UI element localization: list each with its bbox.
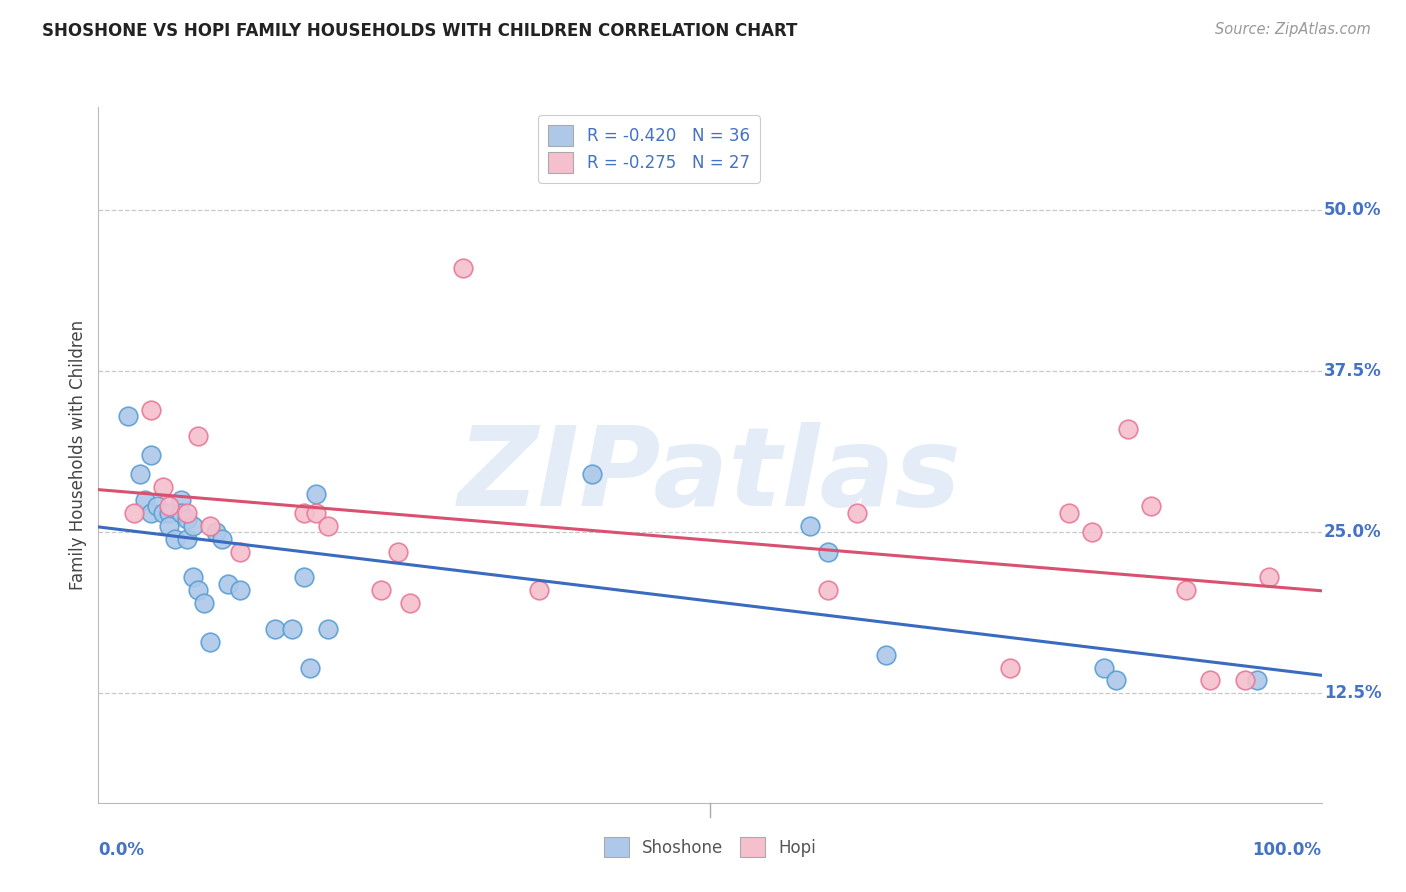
Point	[193, 596, 215, 610]
Point	[211, 532, 233, 546]
Point	[451, 261, 474, 276]
Point	[292, 506, 315, 520]
Text: 12.5%: 12.5%	[1324, 684, 1382, 702]
Point	[998, 660, 1021, 674]
Text: 25.0%: 25.0%	[1324, 524, 1382, 541]
Point	[305, 486, 328, 500]
Point	[228, 583, 250, 598]
Point	[1199, 673, 1222, 688]
Point	[134, 493, 156, 508]
Point	[187, 428, 209, 442]
Point	[817, 544, 839, 558]
Point	[170, 493, 193, 508]
Point	[1234, 673, 1257, 688]
Point	[581, 467, 603, 482]
Point	[157, 500, 180, 514]
Point	[205, 525, 228, 540]
Point	[187, 583, 209, 598]
Point	[263, 622, 285, 636]
Point	[1057, 506, 1080, 520]
Point	[1257, 570, 1279, 584]
Point	[316, 518, 339, 533]
Point	[181, 570, 204, 584]
Point	[146, 500, 169, 514]
Point	[181, 518, 204, 533]
Point	[176, 506, 198, 520]
Point	[122, 506, 145, 520]
Point	[176, 512, 198, 526]
Point	[141, 402, 163, 417]
Point	[157, 518, 180, 533]
Point	[370, 583, 392, 598]
Point	[387, 544, 409, 558]
Point	[281, 622, 304, 636]
Point	[305, 506, 328, 520]
Point	[1116, 422, 1139, 436]
Text: 0.0%: 0.0%	[98, 841, 145, 859]
Point	[799, 518, 821, 533]
Text: 37.5%: 37.5%	[1324, 362, 1382, 380]
Point	[1246, 673, 1268, 688]
Point	[152, 480, 174, 494]
Point	[817, 583, 839, 598]
Point	[128, 467, 150, 482]
Text: 100.0%: 100.0%	[1253, 841, 1322, 859]
Text: ZIPatlas: ZIPatlas	[458, 422, 962, 529]
Point	[152, 506, 174, 520]
Point	[1081, 525, 1104, 540]
Y-axis label: Family Households with Children: Family Households with Children	[69, 320, 87, 590]
Point	[157, 506, 180, 520]
Point	[141, 506, 163, 520]
Point	[1175, 583, 1198, 598]
Point	[228, 544, 250, 558]
Point	[292, 570, 315, 584]
Point	[141, 448, 163, 462]
Point	[299, 660, 322, 674]
Point	[1092, 660, 1115, 674]
Point	[316, 622, 339, 636]
Point	[117, 409, 139, 424]
Point	[170, 506, 193, 520]
Point	[217, 576, 239, 591]
Point	[176, 532, 198, 546]
Legend: Shoshone, Hopi: Shoshone, Hopi	[598, 830, 823, 864]
Point	[1105, 673, 1128, 688]
Point	[846, 506, 869, 520]
Point	[875, 648, 897, 662]
Point	[198, 518, 221, 533]
Text: Source: ZipAtlas.com: Source: ZipAtlas.com	[1215, 22, 1371, 37]
Point	[529, 583, 551, 598]
Text: 50.0%: 50.0%	[1324, 201, 1382, 219]
Text: SHOSHONE VS HOPI FAMILY HOUSEHOLDS WITH CHILDREN CORRELATION CHART: SHOSHONE VS HOPI FAMILY HOUSEHOLDS WITH …	[42, 22, 797, 40]
Point	[198, 634, 221, 648]
Point	[163, 532, 186, 546]
Point	[399, 596, 422, 610]
Point	[1140, 500, 1163, 514]
